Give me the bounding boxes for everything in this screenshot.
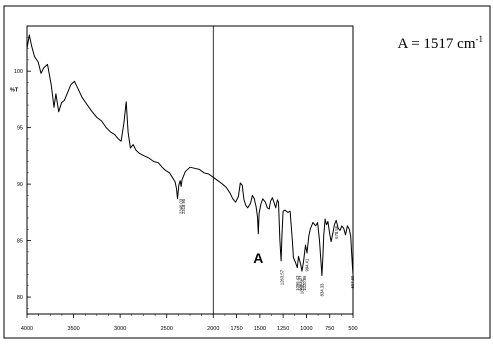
x-tick-label: 1500 <box>254 326 266 332</box>
x-tick-label: 3000 <box>114 326 126 332</box>
x-tick-label: 750 <box>325 326 334 332</box>
peak-wavenumber-label: 1263.57 <box>279 269 284 285</box>
y-tick-label: 100 <box>14 69 23 75</box>
peak-wavenumber-label: 2318.95 <box>181 198 186 214</box>
x-tick-label: 500 <box>348 326 357 332</box>
peak-wavenumber-label: 1096.43 <box>295 275 300 291</box>
x-tick-label: 4000 <box>21 326 33 332</box>
peak-label-a: A <box>253 250 263 266</box>
x-tick-label: 3500 <box>67 326 79 332</box>
peak-wavenumber-label: 834.33 <box>319 283 324 296</box>
x-tick-label: 1250 <box>277 326 289 332</box>
peak-wavenumber-label: 1062.27 <box>298 275 303 291</box>
x-tick-label: 2500 <box>161 326 173 332</box>
peak-wavenumber-label: 1050.51 <box>299 278 304 294</box>
spectrum-line <box>26 34 354 277</box>
x-tick-label: 2000 <box>207 326 219 332</box>
y-axis-label: %T <box>10 88 19 94</box>
peak-wavenumber-label: 1020.86 <box>302 275 307 291</box>
peak-wavenumber-label: 507.90 <box>350 275 355 288</box>
y-tick-label: 90 <box>17 182 23 188</box>
peak-wavenumber-label: 2346.03 <box>179 198 184 214</box>
y-tick-label: 95 <box>17 126 23 132</box>
x-tick-label: 1000 <box>300 326 312 332</box>
annotation-text: A = 1517 cm <box>397 36 476 52</box>
peak-wavenumber-label: 994.41 <box>304 258 309 271</box>
annotation-superscript: -1 <box>475 34 484 44</box>
peak-wavenumber-label: 678.56 <box>334 225 339 238</box>
x-tick-label: 1750 <box>230 326 242 332</box>
peak-annotation: A = 1517 cm-1 <box>397 34 483 53</box>
y-tick-label: 80 <box>17 295 23 301</box>
y-tick-label: 85 <box>17 239 23 245</box>
figure-border <box>3 5 491 339</box>
